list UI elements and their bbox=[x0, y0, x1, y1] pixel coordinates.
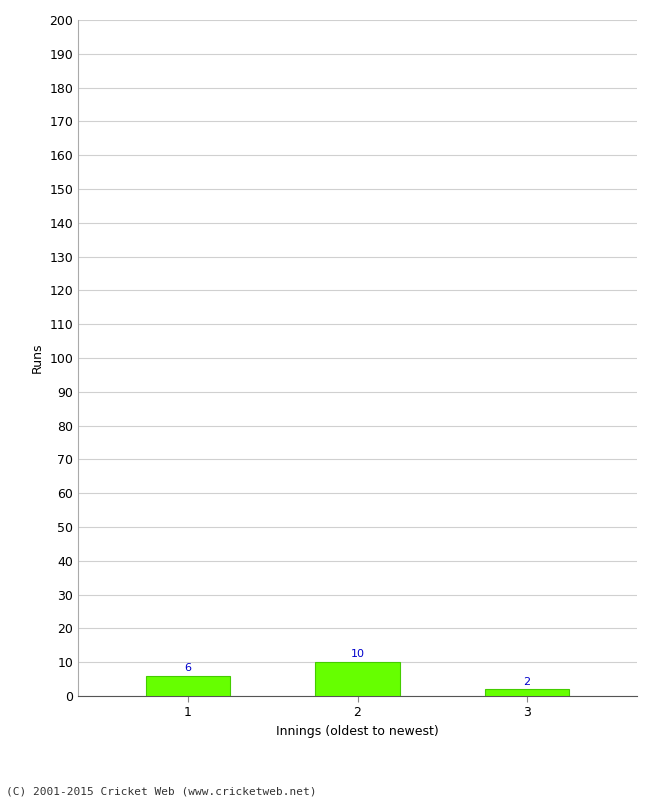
Bar bbox=[146, 676, 231, 696]
Text: 10: 10 bbox=[350, 650, 365, 659]
Text: 2: 2 bbox=[523, 677, 530, 686]
Y-axis label: Runs: Runs bbox=[31, 342, 44, 374]
Text: 6: 6 bbox=[185, 663, 192, 673]
Text: (C) 2001-2015 Cricket Web (www.cricketweb.net): (C) 2001-2015 Cricket Web (www.cricketwe… bbox=[6, 786, 317, 796]
Bar bbox=[315, 662, 400, 696]
X-axis label: Innings (oldest to newest): Innings (oldest to newest) bbox=[276, 725, 439, 738]
Bar bbox=[484, 690, 569, 696]
